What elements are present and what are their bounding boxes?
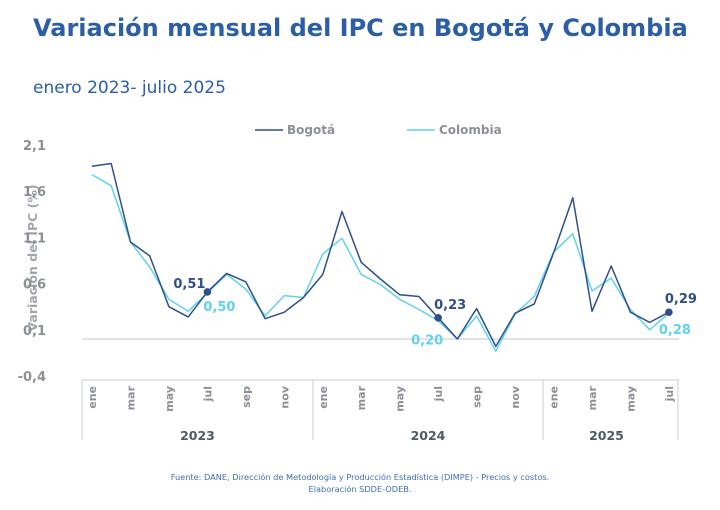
data-point-bogota — [434, 313, 442, 322]
x-tick-label: sep — [240, 386, 253, 408]
data-point-bogota — [203, 288, 212, 296]
x-year-labels: 2023 2024 2025 — [180, 428, 624, 443]
x-tick-label: mar — [586, 385, 599, 410]
data-label-colombia: 0,20 — [411, 334, 443, 349]
y-axis-label: Variación del IPC (%) — [25, 184, 40, 331]
series-line-bogota — [91, 162, 670, 348]
x-tick-label: mar — [124, 385, 137, 410]
y-tick-label: -0,4 — [18, 370, 46, 385]
source-text: Fuente: DANE, Dirección de Metodología y… — [170, 472, 550, 482]
x-tick-label: may — [394, 386, 407, 412]
data-label-bogota: 0,23 — [434, 298, 466, 313]
x-tick-label: ene — [548, 386, 561, 409]
y-tick-label: 1,1 — [23, 231, 46, 246]
data-label-colombia: 0,50 — [203, 300, 235, 315]
x-tick-label: mar — [355, 385, 368, 410]
data-label-colombia: 0,28 — [659, 323, 691, 338]
x-tick-label: jul — [432, 386, 445, 402]
legend-label-colombia: Colombia — [439, 123, 502, 137]
page-subtitle: enero 2023- julio 2025 — [33, 78, 226, 98]
x-tick-label: sep — [471, 386, 484, 408]
y-tick-label: 0,1 — [23, 324, 46, 339]
year-label: 2025 — [589, 428, 624, 443]
x-tick-label: jul — [663, 386, 676, 402]
chart-legend: Bogotá Colombia — [255, 123, 502, 137]
series-line-colombia — [91, 173, 670, 352]
credit-text: Elaboración SDDE-ODEB. — [308, 484, 412, 494]
page-title: Variación mensual del IPC en Bogotá y Co… — [33, 14, 688, 42]
data-label-bogota: 0,29 — [665, 292, 697, 307]
y-tick-label: 1,6 — [23, 185, 46, 200]
y-tick-label: 2,1 — [23, 139, 46, 154]
x-tick-label: ene — [86, 386, 99, 409]
x-month-labels: ene mar may jul sep nov ene mar may jul sep nov ene m… — [86, 385, 676, 412]
x-tick-label: may — [624, 386, 637, 412]
x-tick-label: jul — [201, 386, 214, 402]
x-tick-label: nov — [278, 385, 291, 408]
legend-label-bogota: Bogotá — [287, 123, 335, 137]
year-label: 2024 — [411, 428, 446, 443]
x-tick-label: ene — [317, 386, 330, 409]
source-note: Fuente: DANE, Dirección de Metodología y… — [0, 471, 720, 495]
ipc-line-chart: Bogotá Colombia Variación del IPC (%) 2,… — [18, 123, 697, 443]
chart-axes — [81, 338, 679, 440]
x-tick-label: may — [163, 386, 176, 412]
data-annotations: 0,51 0,23 0,29 0,50 0,20 0,28 — [173, 277, 697, 349]
data-label-bogota: 0,51 — [173, 277, 205, 292]
y-tick-labels: 2,1 1,6 1,1 0,6 0,1 -0,4 — [18, 139, 46, 385]
year-label: 2023 — [180, 428, 215, 443]
x-tick-label: nov — [509, 385, 522, 408]
series-lines — [91, 162, 670, 352]
data-point-bogota — [665, 308, 673, 317]
y-tick-label: 0,6 — [23, 278, 46, 293]
